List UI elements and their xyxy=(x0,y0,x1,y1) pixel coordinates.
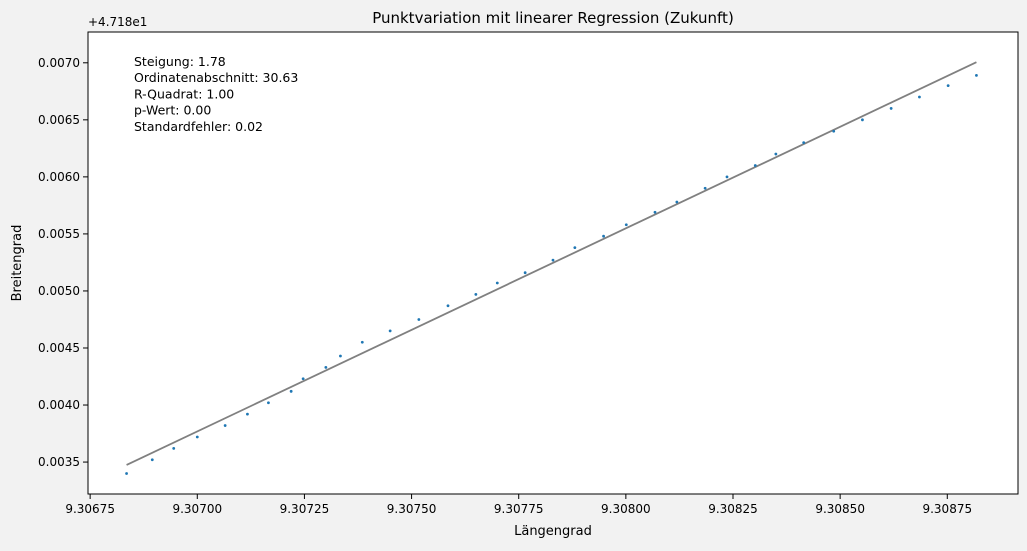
data-point xyxy=(495,281,499,285)
data-point xyxy=(573,246,577,250)
y-tick-label: 0.0060 xyxy=(38,170,80,184)
data-point xyxy=(918,95,921,99)
data-point xyxy=(172,446,176,450)
x-tick-label: 9.30675 xyxy=(65,502,115,516)
data-point xyxy=(223,424,227,427)
data-point xyxy=(125,472,128,475)
data-point xyxy=(246,412,249,416)
data-point xyxy=(551,258,555,262)
data-point xyxy=(446,304,450,308)
y-tick-label: 0.0055 xyxy=(38,227,80,241)
data-point xyxy=(523,271,527,275)
x-tick-label: 9.30875 xyxy=(922,502,972,516)
data-point xyxy=(150,458,154,462)
x-tick-label: 9.30850 xyxy=(815,502,865,516)
x-tick-label: 9.30725 xyxy=(280,502,330,516)
y-tick-label: 0.0045 xyxy=(38,341,80,355)
data-point xyxy=(324,365,328,369)
data-point xyxy=(753,164,757,167)
data-point xyxy=(267,401,270,405)
y-axis-label: Breitengrad xyxy=(10,225,25,302)
x-tick-label: 9.30775 xyxy=(494,502,544,516)
y-tick-label: 0.0040 xyxy=(38,398,80,412)
data-point xyxy=(289,389,293,393)
y-tick-label: 0.0050 xyxy=(38,284,80,298)
annotation-line: p-Wert: 0.00 xyxy=(134,103,211,118)
data-points-layer xyxy=(125,73,978,475)
regression-line xyxy=(126,61,977,466)
data-point xyxy=(388,329,392,333)
y-tick-label: 0.0065 xyxy=(38,113,80,127)
x-axis-label: Längengrad xyxy=(514,524,592,539)
annotation-line: R-Quadrat: 1.00 xyxy=(134,86,234,101)
axis-ticks: 9.30675 9.30700 9.30725 9.30750 9.30775 9.308… xyxy=(38,56,972,516)
chart-title: Punktvariation mit linearer Regression (… xyxy=(372,9,734,27)
data-point xyxy=(624,223,628,227)
data-point xyxy=(653,210,657,214)
data-point xyxy=(832,129,836,133)
data-point xyxy=(301,377,305,381)
annotation-line: Steigung: 1.78 xyxy=(134,54,226,69)
data-point xyxy=(889,107,893,110)
data-point xyxy=(339,354,342,358)
data-point xyxy=(195,435,199,439)
y-tick-label: 0.0035 xyxy=(38,455,80,469)
x-tick-label: 9.30800 xyxy=(601,502,651,516)
annotation-line: Ordinatenabschnitt: 30.63 xyxy=(134,70,298,85)
x-tick-label: 9.30825 xyxy=(708,502,758,516)
regression-line-layer xyxy=(126,61,977,466)
data-point xyxy=(946,84,950,88)
x-tick-label: 9.30700 xyxy=(172,502,222,516)
data-point xyxy=(675,200,679,204)
y-tick-label: 0.0070 xyxy=(38,56,80,70)
data-point xyxy=(602,234,605,238)
plot-frame xyxy=(87,31,1019,495)
data-point xyxy=(417,318,421,321)
data-point xyxy=(360,340,364,344)
data-point xyxy=(861,118,864,122)
data-point xyxy=(774,152,778,156)
y-offset-label: +4.718e1 xyxy=(88,15,147,29)
data-point xyxy=(975,73,978,77)
data-point xyxy=(474,292,478,296)
x-tick-label: 9.30750 xyxy=(387,502,437,516)
data-point xyxy=(703,186,707,190)
annotation-line: Standardfehler: 0.02 xyxy=(134,119,263,134)
data-point xyxy=(725,175,729,179)
data-point xyxy=(802,141,806,145)
